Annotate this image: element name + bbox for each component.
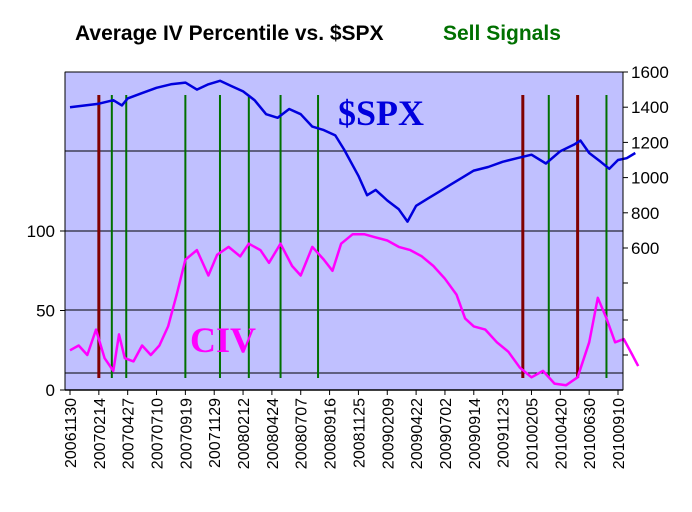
right-axis-tick-label: 1400 (631, 98, 669, 117)
x-axis-tick-label: 20061130 (63, 398, 80, 468)
x-axis-tick-label: 20080707 (294, 398, 311, 469)
right-axis-tick-label: 800 (631, 204, 659, 223)
x-axis-tick-label: 20080212 (236, 398, 253, 469)
x-axis-tick-label: 20080424 (265, 398, 282, 469)
x-axis-tick-label: 20100630 (582, 398, 599, 469)
right-axis-tick-label: 1000 (631, 169, 669, 188)
series-lines (69, 79, 640, 387)
x-axis-tick-label: 20070710 (150, 398, 167, 469)
x-axis-tick-label: 20081125 (351, 398, 368, 468)
chart-title: Average IV Percentile vs. $SPX (75, 22, 384, 45)
left-axis-tick-label: 0 (46, 381, 55, 400)
right-axis-tick-label: 1600 (631, 63, 669, 82)
x-axis-tick-label: 20080916 (323, 398, 340, 469)
civ-series-label: CIV (190, 320, 256, 360)
x-axis-tick-label: 20070214 (92, 398, 109, 469)
right-axis-tick-label: 600 (631, 239, 659, 258)
x-axis-tick-label: 20090422 (409, 398, 426, 469)
axes: 0 50 100 600 800 1000 1200 1400 1600 20061130 2007… (27, 63, 669, 469)
x-axis-tick-label: 20100205 (524, 398, 541, 469)
x-axis-tick-label: 20100420 (553, 398, 570, 469)
x-axis-tick-label: 20100910 (611, 398, 628, 469)
x-axis-tick-label: 20090914 (467, 398, 484, 469)
x-axis-tick-label: 20070427 (121, 398, 138, 469)
x-axis-tick-label: 20070919 (178, 398, 195, 469)
x-axis-tick-label: 20090702 (438, 398, 455, 469)
x-axis-tick-label: 20090209 (380, 398, 397, 469)
x-axis-tick-label: 20091123 (496, 398, 513, 468)
spx-line (69, 79, 636, 223)
grid (65, 71, 623, 374)
x-axis-tick-label: 20071129 (207, 398, 224, 468)
left-axis-tick-label: 50 (36, 302, 55, 321)
civ-line (69, 232, 640, 387)
right-axis-tick-label: 1200 (631, 133, 669, 152)
chart-subtitle: Sell Signals (443, 22, 561, 45)
spx-series-label: $SPX (338, 93, 424, 133)
left-axis-tick-label: 100 (27, 222, 55, 241)
